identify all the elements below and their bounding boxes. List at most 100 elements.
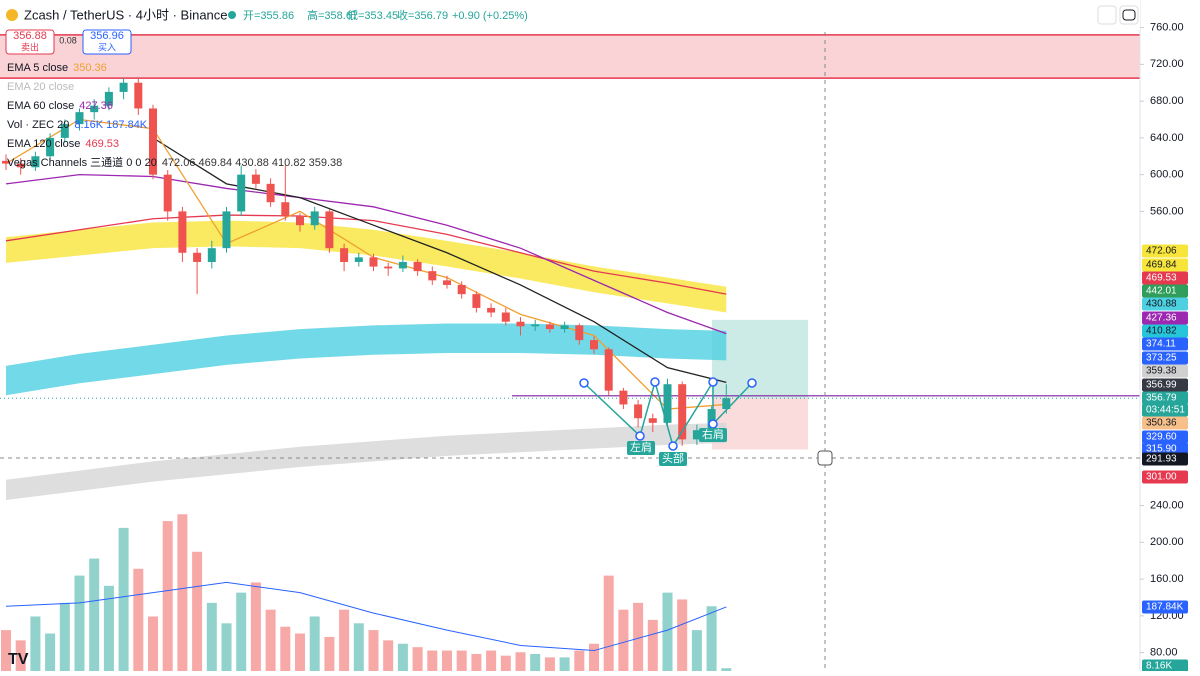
sell-label: 卖出	[21, 41, 39, 52]
zone	[712, 319, 808, 399]
candle-body	[398, 261, 407, 269]
candle-body	[60, 124, 69, 138]
volume-bar	[603, 575, 614, 671]
price-tag-label: 359.38	[1146, 366, 1177, 377]
candle-body	[590, 340, 598, 350]
volume-bar	[265, 609, 276, 671]
candle-body	[384, 266, 393, 269]
legend-value: 8.16K 187.84K	[74, 119, 147, 131]
price-tag-label: 350.36	[1146, 418, 1177, 429]
candle-body	[413, 261, 422, 272]
channel-band	[6, 220, 727, 313]
price-tag-label: 315.90	[1146, 444, 1177, 455]
symbol[interactable]: Zcash / TetherUS · 4小时 · Binance	[24, 7, 228, 22]
ohlc-low: 低=353.45	[347, 9, 398, 22]
price-tag	[1142, 244, 1188, 258]
background-layer	[0, 34, 1140, 671]
buy-button[interactable]	[82, 29, 132, 55]
price-tag-label: 301.00	[1146, 472, 1177, 483]
volume-bar	[559, 657, 570, 671]
price-tag-label: 430.88	[1146, 299, 1177, 310]
candle-body	[281, 202, 290, 217]
volume-bar	[515, 652, 526, 671]
volume-bar	[677, 599, 688, 671]
price-tag-label: 03:44:51	[1146, 405, 1185, 416]
ema-line	[5, 214, 727, 295]
price-tag	[1142, 403, 1188, 417]
candle-body	[487, 307, 496, 313]
zone	[0, 34, 1140, 79]
volume-bar	[30, 616, 41, 671]
volume-bar	[118, 527, 129, 671]
status-dot	[228, 11, 236, 19]
candle-body	[663, 384, 672, 423]
volume-bar	[544, 657, 555, 671]
volume-bar	[618, 609, 629, 671]
volume-bar	[250, 582, 261, 671]
candle-body	[46, 137, 55, 157]
price-tag	[1142, 284, 1188, 298]
y-tick-label: 600.00	[1150, 169, 1184, 181]
candle-body	[163, 174, 172, 212]
candle-body	[222, 211, 231, 249]
candle-body	[457, 284, 466, 295]
label-box	[627, 441, 655, 455]
volume-bar	[206, 602, 217, 671]
y-tick-label: 560.00	[1150, 205, 1184, 217]
legend-name: Vol · ZEC 20	[7, 119, 69, 131]
legend: EMA 5 close 350.36 EMA 20 close EMA 60 clos…	[7, 62, 342, 169]
pattern-label: 左肩	[630, 440, 652, 454]
price-tag	[1142, 297, 1188, 311]
add-button[interactable]	[817, 450, 833, 466]
y-tick-label: 200.00	[1150, 536, 1184, 548]
buy-price: 356.96	[90, 30, 124, 42]
candle-body	[531, 324, 540, 327]
volume-bar	[412, 647, 423, 671]
price-tag-label: 373.25	[1146, 353, 1177, 364]
candle-body	[251, 174, 260, 184]
price-tag-label: 356.79	[1146, 393, 1177, 404]
ohlc-open: 开=355.86	[243, 10, 294, 22]
price-tag	[1142, 311, 1188, 325]
candle-body	[516, 321, 525, 327]
label-box	[659, 452, 687, 466]
legend-value: 427.36	[79, 100, 113, 112]
candle-body	[149, 108, 157, 175]
volume-bar	[368, 630, 379, 671]
price-tag-label: 8.16K	[1146, 661, 1172, 671]
price-tag-label: 410.82	[1146, 326, 1177, 337]
volume-ma	[5, 581, 727, 652]
candle-body	[104, 91, 113, 106]
candle-body	[31, 156, 40, 168]
header-bar	[0, 0, 1140, 30]
volume-bar	[471, 653, 482, 671]
candle-body	[237, 174, 246, 212]
volume-bar	[280, 626, 291, 671]
price-tag	[1142, 470, 1188, 484]
volume-bar	[74, 575, 85, 671]
volume-bar	[1, 630, 11, 671]
volume-bar	[133, 568, 144, 671]
download-button[interactable]	[1097, 5, 1117, 25]
price-tag	[1142, 364, 1188, 378]
candle-body	[472, 294, 481, 308]
volume-bar	[721, 668, 732, 671]
candle-body	[428, 271, 437, 281]
price-axis: 760.00 720.00 680.00 640.00 600.00 560.00 240.…	[1140, 0, 1200, 673]
price-tag-label: 356.99	[1146, 380, 1177, 391]
volume-bar	[647, 619, 658, 671]
price-tag	[1142, 659, 1188, 673]
volume-bar	[633, 602, 644, 671]
candle-body	[178, 211, 187, 253]
ohlc-close: 收=356.79	[397, 8, 448, 22]
legend-value: 469.53	[85, 138, 119, 150]
buy-label: 买入	[98, 42, 116, 52]
volume-bar	[530, 653, 541, 671]
candle-body	[575, 325, 584, 341]
sell-button[interactable]	[5, 29, 55, 55]
y-tick-label: 720.00	[1150, 58, 1184, 70]
candle-body	[545, 324, 554, 330]
marks-layer	[0, 78, 1140, 446]
candle-body	[75, 112, 84, 125]
volume-bar	[662, 592, 673, 671]
